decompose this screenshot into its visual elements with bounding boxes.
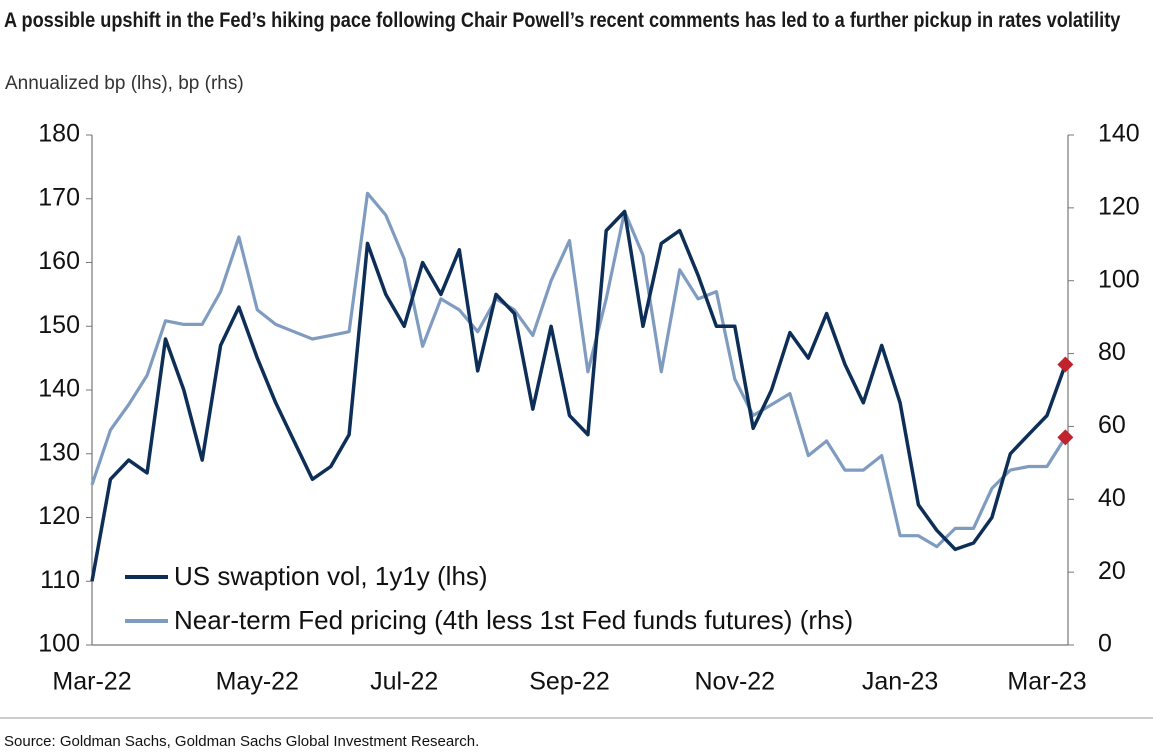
x-tick-label: Nov-22: [694, 668, 775, 696]
y2-tick-label: 0: [1098, 630, 1112, 658]
y-tick-label: 160: [38, 247, 80, 275]
x-tick-label: Mar-23: [1007, 668, 1086, 696]
series-line: [90, 191, 1067, 549]
chart-title: A possible upshift in the Fed’s hiking p…: [4, 9, 1121, 32]
legend-label: Near-term Fed pricing (4th less 1st Fed …: [174, 605, 853, 635]
end-marker: [1057, 356, 1074, 373]
y2-tick-label: 20: [1098, 557, 1126, 585]
y-tick-label: 120: [38, 502, 80, 530]
source: Source: Goldman Sachs, Goldman Sachs Glo…: [4, 733, 479, 750]
chart-subtitle: Annualized bp (lhs), bp (rhs): [5, 73, 244, 94]
y-tick-label: 110: [40, 566, 80, 594]
y-tick-label: 140: [38, 375, 80, 403]
series-line: [90, 209, 1068, 582]
y2-tick-label: 60: [1098, 411, 1126, 439]
y2-tick-label: 140: [1098, 120, 1140, 148]
x-tick-label: Sep-22: [529, 668, 610, 696]
x-tick-label: Jan-23: [862, 668, 938, 696]
y2-tick-label: 80: [1098, 338, 1126, 366]
legend-label: US swaption vol, 1y1y (lhs): [174, 561, 488, 591]
y-tick-label: 180: [38, 120, 80, 148]
x-tick-label: May-22: [216, 668, 299, 696]
y-tick-label: 100: [38, 630, 80, 658]
y-tick-label: 170: [38, 183, 80, 211]
x-tick-label: Jul-22: [370, 668, 438, 696]
x-tick-label: Mar-22: [52, 668, 131, 696]
y2-tick-label: 100: [1098, 265, 1140, 293]
y2-tick-label: 40: [1098, 484, 1126, 512]
y-tick-label: 130: [38, 438, 80, 466]
y-tick-label: 150: [38, 311, 80, 339]
y2-tick-label: 120: [1098, 192, 1140, 220]
end-marker: [1057, 429, 1074, 446]
